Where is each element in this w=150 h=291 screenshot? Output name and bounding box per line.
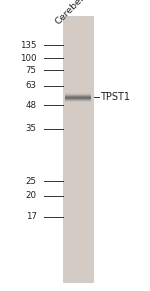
Text: Cerebellum: Cerebellum	[53, 0, 98, 26]
Text: 135: 135	[20, 41, 37, 49]
Text: 100: 100	[20, 54, 37, 63]
Text: 25: 25	[26, 177, 37, 185]
Text: 20: 20	[26, 191, 37, 200]
Text: TPST1: TPST1	[100, 93, 130, 102]
Text: 17: 17	[26, 212, 37, 221]
Text: 48: 48	[26, 101, 37, 110]
Text: 75: 75	[26, 66, 37, 75]
Text: 35: 35	[26, 124, 37, 133]
Bar	[63, 16, 93, 282]
Text: 63: 63	[26, 81, 37, 90]
